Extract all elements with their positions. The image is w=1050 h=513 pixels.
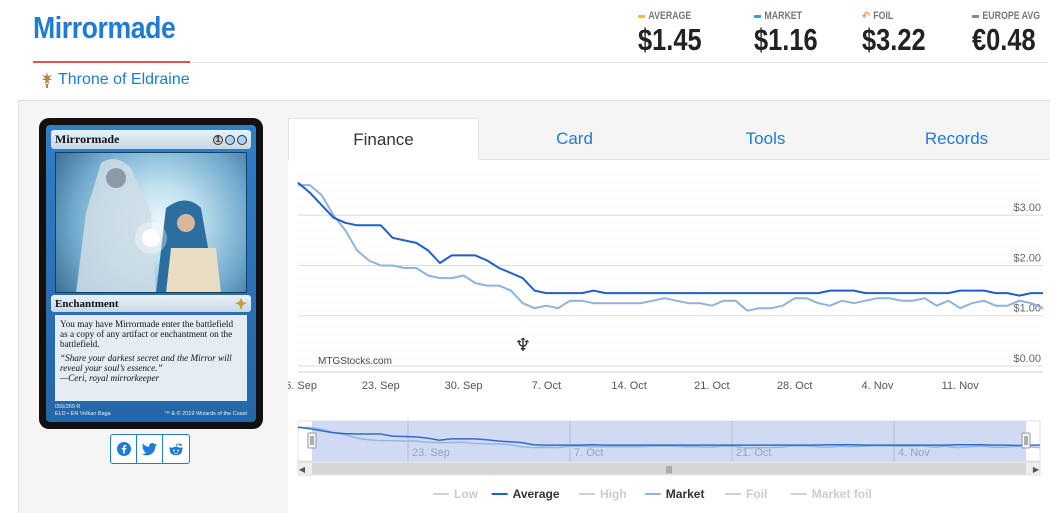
content-area: Finance Card Tools Records $0.00 $1.00 $2.… [288, 118, 1050, 513]
mana-cost: 1 U U [213, 134, 247, 145]
y-tick-label: $0.00 [1013, 353, 1041, 365]
navigator-tick-label: 23. Sep [412, 447, 450, 459]
tab-records[interactable]: Records [924, 129, 989, 148]
x-tick-label: 14. Oct [611, 380, 646, 392]
tab-bar: Finance Card Tools Records [288, 118, 1050, 161]
header-divider [190, 62, 1048, 63]
price-value: $3.22 [862, 22, 926, 57]
price-europe: EUROPE AVG €0.48 [972, 10, 1050, 58]
price-value: $1.45 [638, 22, 702, 57]
mana-blue-icon: U [237, 134, 247, 145]
set-language: ELD • EN [55, 411, 79, 417]
y-tick-label: $2.00 [1013, 252, 1041, 264]
x-tick-label: 28. Oct [777, 380, 812, 392]
set-symbol-icon [42, 72, 52, 88]
mana-blue-icon: U [225, 134, 235, 145]
x-tick-label: 11. Nov [942, 380, 980, 392]
legend-item-high[interactable]: High [600, 487, 627, 501]
average-swatch [638, 14, 646, 18]
artist-name: Volkan Baga [79, 411, 111, 417]
foil-icon: ↶ [862, 9, 871, 23]
mana-generic-icon: 1 [213, 134, 223, 145]
page-title: Mirrormade [33, 10, 176, 45]
europe-swatch [972, 14, 980, 18]
card-type-bar: Enchantment [51, 295, 251, 312]
reddit-share-button[interactable] [163, 435, 189, 463]
card-image[interactable]: Mirrormade 1 U U Ench [39, 118, 263, 429]
reddit-icon [169, 442, 183, 455]
x-tick-label: 4. Nov [862, 380, 894, 392]
navigator-series-market [298, 426, 1041, 449]
set-rarity-icon [235, 297, 247, 310]
scroll-right-arrow-icon[interactable]: ▶ [1033, 465, 1040, 474]
chart-watermark: MTGStocks.com [318, 356, 392, 367]
card-type-line: Enchantment [55, 297, 119, 310]
legend-item-market-foil[interactable]: Market foil [812, 487, 872, 501]
twitter-share-button[interactable] [137, 435, 163, 463]
copyright: ™ & © 2019 Wizards of the Coast [164, 411, 247, 417]
price-value: €0.48 [972, 22, 1036, 57]
legend-item-market[interactable]: Market [666, 487, 705, 501]
price-label: AVERAGE [648, 10, 692, 22]
card-footer: 055/269 R ELD • EN Volkan Baga ™ & © 201… [55, 404, 247, 418]
navigator-selection[interactable] [312, 421, 1026, 461]
card-name-bar: Mirrormade 1 U U [51, 130, 251, 149]
price-label: MARKET [764, 10, 803, 22]
card-frame: Mirrormade 1 U U Ench [46, 125, 256, 422]
x-tick-label: 30. Sep [445, 380, 483, 392]
scrollbar-grip-icon: ||| [666, 465, 672, 474]
x-tick-label: 23. Sep [362, 380, 400, 392]
card-rules-text: You may have Mirrormade enter the battle… [60, 319, 234, 349]
price-foil: ↶ FOIL $3.22 [862, 10, 940, 58]
navigator-series-average [297, 426, 1040, 447]
legend-item-low[interactable]: Low [454, 487, 479, 501]
navigator-tick-label: 4. Nov [898, 447, 930, 459]
series-line-average [297, 181, 1043, 297]
card-text-box: You may have Mirrormade enter the battle… [55, 315, 247, 401]
tab-finance[interactable]: Finance [288, 118, 479, 161]
facebook-share-button[interactable] [111, 435, 137, 463]
y-tick-label: $3.00 [1013, 202, 1041, 214]
x-tick-label: 16. Sep [288, 380, 317, 392]
set-link[interactable]: Throne of Eldraine [40, 71, 190, 89]
card-flavor-text: “Share your darkest secret and the Mirro… [60, 353, 232, 373]
card-name: Mirrormade [55, 132, 120, 146]
price-value: $1.16 [754, 22, 818, 57]
collector-number: 055/269 R [55, 404, 81, 410]
navigator-tick-label: 7. Oct [574, 447, 603, 459]
tab-tools[interactable]: Tools [745, 129, 786, 148]
set-watermark-icon: ♆ [515, 335, 531, 356]
navigator-handle-left[interactable] [307, 432, 317, 449]
twitter-icon [142, 442, 157, 455]
legend-item-foil[interactable]: Foil [746, 487, 767, 501]
facebook-icon [116, 442, 131, 456]
navigator-handle-right[interactable] [1021, 432, 1031, 449]
series-line-market [298, 184, 1044, 312]
scroll-left-arrow-icon[interactable]: ◀ [299, 465, 306, 474]
market-swatch [754, 14, 762, 18]
price-average: AVERAGE $1.45 [638, 10, 716, 58]
card-artwork [55, 152, 247, 293]
share-buttons [110, 434, 190, 464]
price-chart[interactable]: $0.00 $1.00 $2.00 $3.00 16. Sep 23. Sep 30. Se… [288, 118, 1050, 513]
set-name: Throne of Eldraine [58, 71, 190, 88]
navigator-tick-label: 21. Oct [736, 447, 771, 459]
artwork-illustration [76, 159, 221, 292]
card-flavor-attribution: —Ceri, royal mirrorkeeper [60, 373, 160, 383]
x-tick-label: 21. Oct [694, 380, 729, 392]
legend-item-average[interactable]: Average [513, 487, 560, 501]
price-label: FOIL [873, 10, 894, 22]
tab-card[interactable]: Card [556, 129, 593, 148]
title-underline [33, 61, 190, 63]
price-label: EUROPE AVG [982, 10, 1041, 22]
y-tick-label: $1.00 [1013, 303, 1041, 315]
x-tick-label: 7. Oct [532, 380, 561, 392]
navigator-scrollbar-thumb[interactable] [312, 463, 1026, 474]
price-market: MARKET $1.16 [754, 10, 832, 58]
